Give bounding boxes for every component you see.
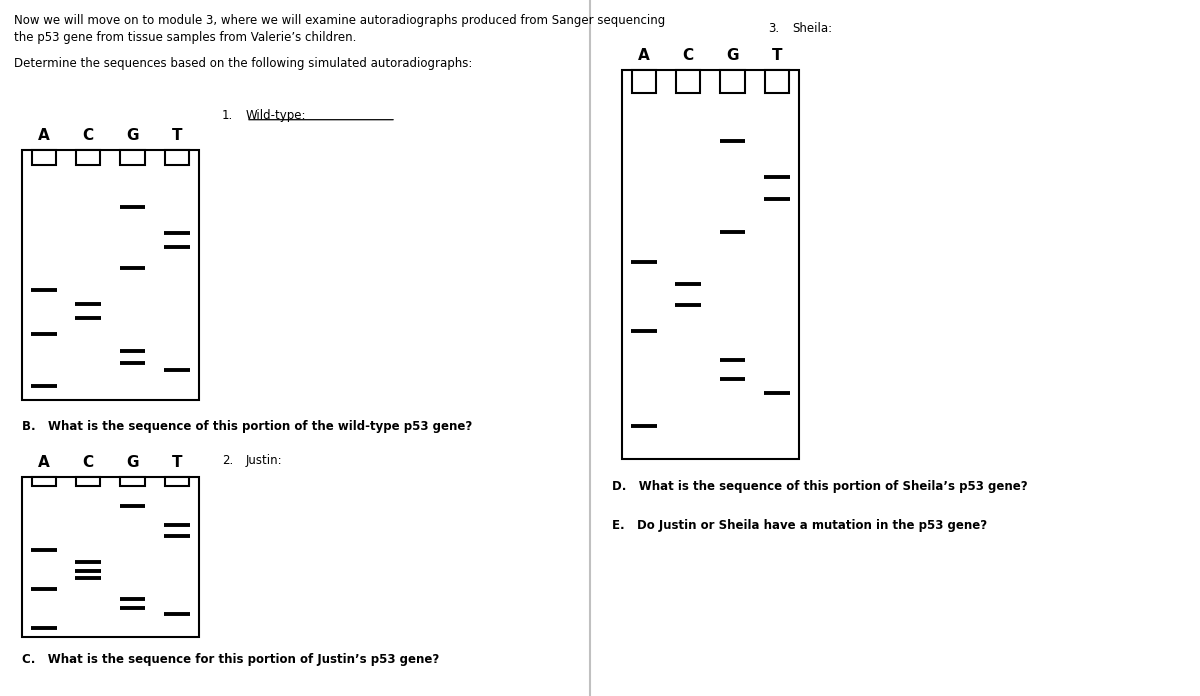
Text: T: T (172, 127, 182, 143)
Text: 1.: 1. (222, 109, 233, 122)
Bar (31, 150, 56, 165)
Text: G: G (126, 127, 139, 143)
Text: C: C (83, 127, 94, 143)
Text: A: A (38, 454, 49, 470)
Text: Sheila:: Sheila: (792, 22, 832, 35)
Text: C.   What is the sequence for this portion of Justin’s p53 gene?: C. What is the sequence for this portion… (22, 653, 439, 666)
Bar (76, 150, 101, 165)
Bar (120, 150, 145, 165)
Bar (22, 477, 199, 637)
Bar (76, 477, 101, 487)
Bar (631, 70, 656, 93)
Bar (720, 70, 745, 93)
Bar (676, 70, 701, 93)
Text: the p53 gene from tissue samples from Valerie’s children.: the p53 gene from tissue samples from Va… (14, 31, 356, 44)
Text: B.   What is the sequence of this portion of the wild-type p53 gene?: B. What is the sequence of this portion … (22, 420, 472, 433)
Text: G: G (726, 47, 739, 63)
Text: A: A (638, 47, 649, 63)
Text: Justin:: Justin: (246, 454, 283, 468)
Text: T: T (172, 454, 182, 470)
Text: E.   Do Justin or Sheila have a mutation in the p53 gene?: E. Do Justin or Sheila have a mutation i… (612, 519, 988, 532)
Bar (764, 70, 790, 93)
Text: D.   What is the sequence of this portion of Sheila’s p53 gene?: D. What is the sequence of this portion … (612, 480, 1027, 493)
Text: A: A (38, 127, 49, 143)
Text: T: T (772, 47, 782, 63)
Text: Now we will move on to module 3, where we will examine autoradiographs produced : Now we will move on to module 3, where w… (14, 14, 666, 27)
Bar (120, 477, 145, 487)
Bar (22, 150, 199, 400)
Bar (164, 150, 190, 165)
Text: C: C (83, 454, 94, 470)
Bar (31, 477, 56, 487)
Bar (164, 477, 190, 487)
Text: 2.: 2. (222, 454, 233, 468)
Text: C: C (683, 47, 694, 63)
Text: Wild-type:: Wild-type: (246, 109, 306, 122)
Bar (622, 70, 799, 459)
Text: 3.: 3. (768, 22, 779, 35)
Text: Determine the sequences based on the following simulated autoradiographs:: Determine the sequences based on the fol… (14, 57, 473, 70)
Text: G: G (126, 454, 139, 470)
